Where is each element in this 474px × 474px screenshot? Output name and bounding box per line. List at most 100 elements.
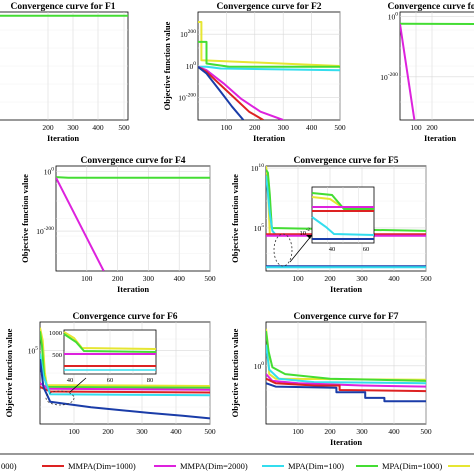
x-tick-label: 300 <box>67 123 79 132</box>
panel-f6: Convergence curve for F6 100 200 300 400 500 1… <box>4 312 216 436</box>
x-tick-label: 100 <box>221 123 233 132</box>
x-tick-label: 200 <box>102 427 114 436</box>
x-tick-label: 500 <box>204 427 216 436</box>
x-tick-label: 200 <box>42 123 54 132</box>
x-tick-label: 200 <box>426 123 438 132</box>
x-tick-label: 400 <box>388 427 400 436</box>
zoom-arrow <box>289 234 313 263</box>
x-tick-label: 500 <box>204 274 216 283</box>
y-axis-label: Objective function value <box>230 328 240 417</box>
series-line <box>198 40 340 68</box>
x-tick-label: 100 <box>292 274 304 283</box>
legend-item: MI <box>448 465 470 467</box>
x-axis-label: Iteration <box>47 133 79 143</box>
series-line <box>266 344 426 385</box>
series-line <box>198 65 284 120</box>
x-tick-label: 200 <box>249 123 261 132</box>
series-group <box>198 21 340 120</box>
chart-title: Convergence curve for F2 <box>216 2 321 12</box>
x-tick-label: 300 <box>356 274 368 283</box>
panel-f5: Convergence curve for F5 100 200 300 400 500 1… <box>230 156 432 294</box>
series-line <box>56 177 105 271</box>
series-line <box>198 66 245 120</box>
series-group <box>400 22 474 120</box>
y-tick-label: 10-200 <box>380 72 398 82</box>
y-axis-label: Objective function value <box>230 174 240 263</box>
x-tick-label: 300 <box>356 427 368 436</box>
panel-f4: Convergence curve for F4 100 200 300 400 500 1… <box>20 156 216 294</box>
chart-title: Convergence curve for F3 <box>387 2 474 12</box>
x-tick-label: 500 <box>420 274 432 283</box>
x-tick-label: 400 <box>306 123 318 132</box>
x-tick-label: 100 <box>292 427 304 436</box>
legend: 000) MMPA(Dim=1000) MMPA(Dim=2000) MPA(Dim=… <box>0 453 474 474</box>
series-line <box>40 358 210 420</box>
x-tick-label: 500 <box>118 123 130 132</box>
y-tick-label: 10-200 <box>36 226 54 236</box>
x-tick-label: 200 <box>324 427 336 436</box>
x-axis-label: Iteration <box>330 284 362 294</box>
legend-item: MMPA(Dim=1000) <box>42 461 136 471</box>
x-tick-label: 200 <box>324 274 336 283</box>
legend-label: MPA(Dim=1000) <box>382 461 442 471</box>
x-tick-label: 100 <box>81 274 93 283</box>
x-tick-label: 200 <box>112 274 124 283</box>
legend-label: MPA(Dim=100) <box>288 461 344 471</box>
y-tick-label: 100 <box>388 11 399 21</box>
y-tick-label: 105 <box>28 346 39 356</box>
chart-title: Convergence curve for F5 <box>293 156 398 166</box>
x-axis-label: Iteration <box>330 437 362 447</box>
legend-item: MMPA(Dim=2000) <box>154 461 248 471</box>
legend-label: MMPA(Dim=2000) <box>180 461 248 471</box>
inset-series <box>311 192 374 210</box>
x-tick-label: 400 <box>92 123 104 132</box>
inset-series <box>63 333 157 353</box>
inset-x-tick-label: 60 <box>363 246 370 253</box>
x-axis-label: Iteration <box>253 133 285 143</box>
inset-x-tick-label: 40 <box>329 246 336 253</box>
series-line <box>266 373 426 388</box>
series-line <box>266 377 426 393</box>
y-tick-label: 1010 <box>251 163 264 173</box>
y-axis-label: Objective function value <box>20 174 30 263</box>
x-axis-label: Iteration <box>424 133 456 143</box>
legend-label: 000) <box>1 461 17 471</box>
legend-item: 000) <box>1 461 17 471</box>
chart-title: Convergence curve for F4 <box>80 156 185 166</box>
chart-title: Convergence curve for F7 <box>293 312 398 322</box>
series-line <box>40 353 210 397</box>
x-axis-label: Iteration <box>117 284 149 294</box>
legend-box <box>0 453 474 474</box>
inset-x-tick-label: 80 <box>147 377 154 384</box>
series-line <box>266 382 426 403</box>
zoom-arrowhead <box>306 235 312 239</box>
chart-title: Convergence curve for F6 <box>72 312 177 322</box>
legend-label: MMPA(Dim=1000) <box>68 461 136 471</box>
y-axis-label: Objective function value <box>4 328 14 417</box>
series-group <box>56 176 210 271</box>
inset-x-tick-label: 40 <box>67 377 74 384</box>
series-line <box>266 330 426 382</box>
y-tick-label: 100 <box>254 361 265 371</box>
x-tick-label: 300 <box>136 427 148 436</box>
panel-f3: Convergence curve for F310020010010-200I… <box>380 2 474 143</box>
y-tick-label: 105 <box>254 223 265 233</box>
inset-y-tick-label: 10-2 <box>299 228 310 237</box>
x-tick-label: 500 <box>334 123 346 132</box>
panel-f7: Convergence curve for F7 100 200 300 400 500 1… <box>230 312 432 447</box>
series-group <box>266 328 426 403</box>
inset-y-tick-label: 1000 <box>49 330 62 337</box>
series-group <box>40 327 210 420</box>
y-axis-label: Objective function value <box>162 21 172 110</box>
x-tick-label: 500 <box>420 427 432 436</box>
series-line <box>198 65 340 72</box>
x-tick-label: 400 <box>174 274 186 283</box>
inset-x-tick-label: 60 <box>107 377 114 384</box>
y-tick-label: 100 <box>44 166 55 176</box>
x-tick-label: 400 <box>170 427 182 436</box>
panel-f2: Convergence curve for F2 100 200 300 400 500 1… <box>162 2 346 143</box>
y-tick-label: 10-200 <box>178 92 196 102</box>
series-line <box>56 176 210 179</box>
y-tick-label: 10200 <box>180 29 196 39</box>
